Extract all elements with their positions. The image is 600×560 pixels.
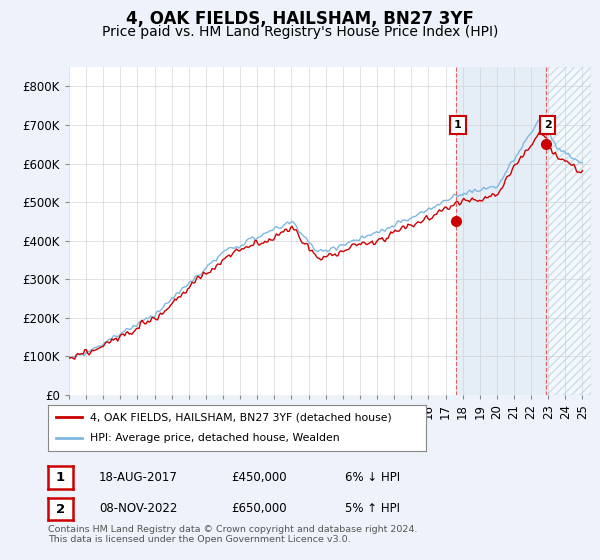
Text: 18-AUG-2017: 18-AUG-2017 — [99, 470, 178, 484]
Text: 1: 1 — [454, 120, 462, 130]
Text: 6% ↓ HPI: 6% ↓ HPI — [345, 470, 400, 484]
Text: HPI: Average price, detached house, Wealden: HPI: Average price, detached house, Weal… — [89, 433, 339, 443]
Text: Contains HM Land Registry data © Crown copyright and database right 2024.
This d: Contains HM Land Registry data © Crown c… — [48, 525, 418, 544]
Bar — [546, 67, 591, 395]
Text: £650,000: £650,000 — [231, 502, 287, 515]
Bar — [546, 67, 591, 395]
Text: 2: 2 — [56, 502, 65, 516]
Text: 1: 1 — [56, 471, 65, 484]
Text: 2: 2 — [544, 120, 551, 130]
Text: 08-NOV-2022: 08-NOV-2022 — [99, 502, 178, 515]
Bar — [456, 67, 546, 395]
Text: Price paid vs. HM Land Registry's House Price Index (HPI): Price paid vs. HM Land Registry's House … — [102, 25, 498, 39]
Text: 4, OAK FIELDS, HAILSHAM, BN27 3YF: 4, OAK FIELDS, HAILSHAM, BN27 3YF — [126, 10, 474, 28]
Text: 4, OAK FIELDS, HAILSHAM, BN27 3YF (detached house): 4, OAK FIELDS, HAILSHAM, BN27 3YF (detac… — [89, 412, 391, 422]
Text: £450,000: £450,000 — [231, 470, 287, 484]
Text: 5% ↑ HPI: 5% ↑ HPI — [345, 502, 400, 515]
